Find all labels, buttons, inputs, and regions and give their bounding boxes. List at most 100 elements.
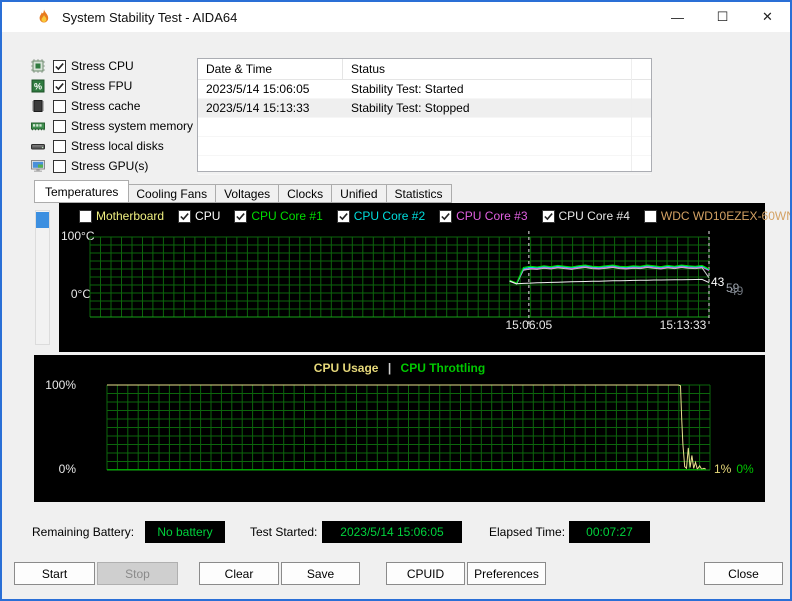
stress-option-label: Stress local disks	[71, 139, 164, 153]
log-cell-datetime: 2023/5/14 15:06:05	[206, 82, 310, 96]
svg-text:%: %	[34, 82, 42, 92]
usage-end-value-labels: 1% 0%	[714, 462, 754, 476]
tab-cooling-fans[interactable]: Cooling Fans	[128, 184, 217, 203]
usage-axis-max-label: 100%	[45, 378, 76, 392]
legend-checkbox[interactable]	[643, 209, 657, 223]
fpu-icon: %	[30, 78, 47, 94]
legend-label: CPU	[195, 209, 221, 223]
log-row-0[interactable]: 2023/5/14 15:06:05 Stability Test: Starte…	[198, 80, 651, 99]
tab-unified[interactable]: Unified	[332, 184, 387, 203]
minimize-icon[interactable]: —	[671, 9, 684, 25]
legend-item-1: CPU	[178, 209, 220, 223]
legend-checkbox[interactable]	[541, 209, 555, 223]
checkbox[interactable]	[53, 119, 66, 133]
client-area: Stress CPU% Stress FPU Stress cache Stress …	[2, 32, 790, 599]
log-header-status[interactable]: Status	[351, 62, 386, 76]
log-header-datetime[interactable]: Date & Time	[198, 59, 343, 79]
cpu-usage-chart-panel: CPU Usage | CPU Throttling 100% 0% 1% 0%	[34, 355, 765, 502]
log-row-1[interactable]: 2023/5/14 15:13:33 Stability Test: Stoppe…	[198, 99, 651, 118]
legend-item-6: WDC WD10EZEX-60WN4A0	[643, 209, 790, 223]
cpuid-button[interactable]: CPUID	[386, 562, 465, 585]
log-row-empty	[198, 118, 651, 137]
legend-item-3: CPU Core #2	[336, 209, 426, 223]
usage-end-label-1: 0%	[736, 462, 754, 476]
status-value-2: 00:07:27	[569, 521, 650, 543]
save-button[interactable]: Save	[281, 562, 360, 585]
start-button[interactable]: Start	[14, 562, 95, 585]
tab-voltages[interactable]: Voltages	[216, 184, 280, 203]
temp-time-label-1: 15:13:33	[659, 318, 707, 332]
temp-axis-max-label: 100°C	[61, 229, 95, 243]
stress-options-list: Stress CPU% Stress FPU Stress cache Stress …	[30, 56, 193, 176]
legend-item-2: CPU Core #1	[234, 209, 323, 223]
status-value-1: 2023/5/14 15:06:05	[322, 521, 462, 543]
stress-option-label: Stress FPU	[71, 79, 133, 93]
log-row-empty	[198, 137, 651, 156]
legend-checkbox[interactable]	[234, 209, 248, 223]
legend-label: CPU Core #3	[456, 209, 528, 223]
status-bar: Remaining Battery: No battery Test Started…	[2, 521, 790, 543]
status-label-2: Elapsed Time:	[489, 525, 566, 539]
stress-option-label: Stress CPU	[71, 59, 134, 73]
temperature-legend: Motherboard CPU CPU Core #1 CPU Core #2 CPU …	[79, 209, 790, 223]
temp-end-label-1: 59	[726, 281, 740, 295]
tab-statistics[interactable]: Statistics	[386, 184, 452, 203]
log-header-row: Date & Time Status	[198, 59, 651, 80]
stress-option-5: Stress GPU(s)	[30, 156, 193, 176]
close-button[interactable]: Close	[704, 562, 783, 585]
maximize-icon[interactable]: ☐	[716, 9, 729, 24]
legend-checkbox[interactable]	[336, 209, 350, 223]
temp-end-label-0: 43	[711, 275, 725, 289]
checkbox[interactable]	[53, 59, 66, 73]
log-column-divider	[631, 59, 632, 171]
slider-thumb[interactable]	[36, 212, 49, 228]
legend-checkbox[interactable]	[79, 209, 92, 223]
close-icon[interactable]: ✕	[762, 9, 773, 24]
flame-app-icon	[39, 9, 49, 23]
stop-button: Stop	[97, 562, 178, 585]
legend-label: CPU Core #4	[558, 209, 630, 223]
temp-end-label-2: 49	[730, 284, 744, 298]
status-value-0: No battery	[145, 521, 225, 543]
log-row-empty	[198, 156, 651, 175]
button-row: Start Stop Clear Save CPUID Preferences Close	[2, 562, 790, 586]
checkbox[interactable]	[53, 159, 66, 173]
temperature-scale-slider[interactable]	[35, 210, 50, 345]
window-title: System Stability Test - AIDA64	[62, 9, 238, 25]
stress-option-label: Stress cache	[71, 99, 141, 113]
legend-label: CPU Core #2	[353, 209, 426, 223]
legend-checkbox[interactable]	[178, 209, 192, 223]
legend-item-5: CPU Core #4	[541, 209, 630, 223]
legend-item-0: Motherboard	[79, 209, 164, 223]
clear-button[interactable]: Clear	[199, 562, 279, 585]
usage-title-part-2: CPU Throttling	[400, 361, 486, 375]
event-log-table[interactable]: Date & Time Status 2023/5/14 15:06:05 Sta…	[197, 58, 652, 175]
checkbox[interactable]	[53, 99, 66, 113]
stress-option-2: Stress cache	[30, 96, 193, 116]
tab-clocks[interactable]: Clocks	[279, 184, 333, 203]
temp-axis-min-label: 0°C	[70, 287, 91, 301]
temp-time-label-0: 15:06:05	[505, 318, 553, 332]
legend-label: Motherboard	[96, 209, 165, 223]
log-rows: 2023/5/14 15:06:05 Stability Test: Starte…	[198, 80, 651, 175]
checkbox[interactable]	[53, 139, 66, 153]
cpu-icon	[30, 58, 47, 74]
tab-temperatures[interactable]: Temperatures	[34, 180, 130, 203]
log-cell-status: Stability Test: Stopped	[351, 101, 470, 115]
legend-label: CPU Core #1	[251, 209, 323, 223]
log-cell-status: Stability Test: Started	[351, 82, 464, 96]
preferences-button[interactable]: Preferences	[467, 562, 546, 585]
title-bar: System Stability Test - AIDA64 — ☐ ✕	[2, 2, 790, 32]
legend-item-4: CPU Core #3	[439, 209, 528, 223]
legend-checkbox[interactable]	[439, 209, 453, 223]
log-cell-datetime: 2023/5/14 15:13:33	[206, 101, 310, 115]
cache-icon	[30, 98, 47, 114]
status-label-1: Test Started:	[250, 525, 318, 539]
checkbox[interactable]	[53, 79, 66, 93]
stress-option-0: Stress CPU	[30, 56, 193, 76]
stress-option-3: Stress system memory	[30, 116, 193, 136]
memory-icon	[30, 118, 47, 134]
stress-option-label: Stress system memory	[71, 119, 194, 133]
usage-axis-min-label: 0%	[58, 462, 76, 476]
